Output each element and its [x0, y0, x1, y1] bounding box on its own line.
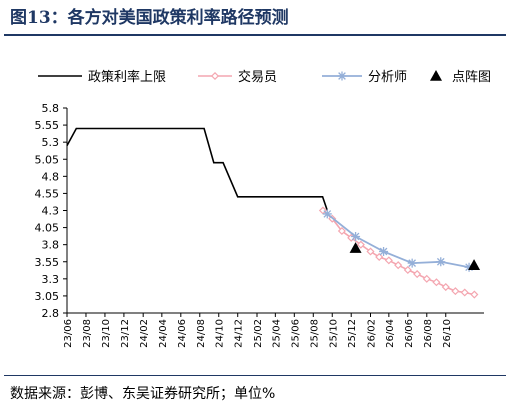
trader-point [413, 270, 422, 279]
y-tick-label: 5.55 [35, 119, 60, 132]
legend-marker [337, 71, 347, 81]
x-tick-label: 24/02 [139, 319, 150, 348]
y-tick-label: 3.55 [35, 256, 60, 269]
legend-item-2: 分析师 [322, 70, 407, 85]
y-tick-label: 3.8 [42, 239, 60, 252]
analyst-point [322, 209, 332, 219]
analyst-point [436, 257, 446, 267]
trader-point [384, 256, 393, 265]
trader-point [460, 288, 469, 297]
y-tick-label: 5.05 [35, 153, 60, 166]
x-tick-label: 23/10 [101, 319, 112, 348]
series-1 [318, 206, 479, 299]
legend-marker [430, 70, 442, 81]
trader-point [356, 240, 365, 249]
legend-item-0: 政策利率上限 [38, 69, 166, 85]
x-tick-label: 23/06 [63, 319, 74, 348]
legend: 政策利率上限 交易员 分析师 点阵图 [38, 69, 491, 85]
analyst-line [326, 213, 470, 269]
x-tick-label: 26/02 [366, 319, 377, 348]
y-tick-label: 2.8 [42, 307, 60, 320]
x-tick-label: 24/06 [177, 319, 188, 348]
x-tick-label: 26/10 [442, 319, 453, 348]
analyst-point [379, 247, 389, 256]
x-tick-label: 25/10 [328, 319, 339, 348]
trader-point [470, 290, 479, 299]
source-note: 数据来源：彭博、东吴证券研究所；单位% [10, 386, 276, 402]
y-tick-label: 4.3 [42, 205, 60, 218]
x-tick-label: 25/12 [347, 319, 358, 348]
trader-point [451, 287, 460, 296]
trader-line [322, 209, 475, 296]
dot-plot-point [468, 259, 481, 270]
x-tick-label: 23/08 [82, 319, 93, 348]
trader-point [375, 252, 384, 262]
series-2 [322, 209, 474, 272]
trader-point [441, 282, 450, 292]
legend-label: 点阵图 [452, 70, 491, 85]
figure-title: 图13：各方对美国政策利率路径预测 [10, 8, 289, 28]
trader-point [337, 226, 346, 236]
axes: 2.8 3.05 3.3 3.55 3.8 4.05 4.3 4.55 4.8 5.05 5.3 5.… [35, 102, 484, 348]
y-tick-label: 3.3 [42, 273, 60, 286]
trader-point [366, 247, 375, 256]
source-rule [4, 375, 506, 376]
trader-point [432, 278, 441, 287]
legend-item-3: 点阵图 [430, 70, 491, 85]
x-tick-label: 25/08 [309, 319, 320, 348]
x-tick-label: 23/12 [120, 319, 131, 348]
y-tick-label: 3.05 [35, 290, 60, 303]
trader-point [422, 274, 431, 283]
y-tick-label: 4.05 [35, 222, 60, 235]
x-tick-label: 25/04 [271, 319, 282, 348]
analyst-point [464, 262, 474, 272]
x-tick-label: 24/10 [215, 319, 226, 348]
x-tick-label: 26/04 [385, 319, 396, 348]
y-tick-label: 5.8 [42, 102, 60, 115]
trader-point [394, 261, 403, 270]
trader-point [403, 265, 412, 274]
x-tick-label: 26/06 [404, 319, 415, 348]
x-tick-label: 24/08 [196, 319, 207, 348]
legend-item-1: 交易员 [198, 69, 277, 85]
analyst-point [351, 231, 361, 241]
x-tick-label: 24/04 [158, 319, 169, 348]
plot-area [66, 127, 481, 299]
y-tick-label: 4.8 [42, 170, 60, 183]
legend-label: 分析师 [368, 70, 407, 85]
legend-marker [210, 71, 220, 81]
x-tick-label: 25/02 [253, 319, 264, 348]
analyst-point [407, 258, 417, 268]
legend-label: 交易员 [238, 69, 277, 85]
legend-label: 政策利率上限 [88, 69, 166, 85]
x-tick-label: 25/06 [290, 319, 301, 348]
dot-plot-point [349, 242, 362, 253]
series-0 [66, 127, 329, 211]
title-rule [4, 34, 506, 36]
x-tick-label: 24/12 [234, 319, 245, 348]
policy-rate-line [66, 127, 329, 211]
series-3 [349, 242, 481, 270]
x-tick-label: 26/08 [423, 319, 434, 348]
y-tick-label: 5.3 [42, 136, 60, 149]
y-tick-label: 4.55 [35, 187, 60, 200]
